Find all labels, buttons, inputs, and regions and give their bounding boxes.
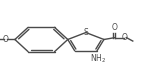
Text: O: O (111, 23, 117, 32)
Text: NH$_2$: NH$_2$ (90, 53, 106, 65)
Text: O: O (122, 33, 128, 42)
Text: O: O (3, 35, 9, 44)
Text: S: S (83, 28, 88, 37)
